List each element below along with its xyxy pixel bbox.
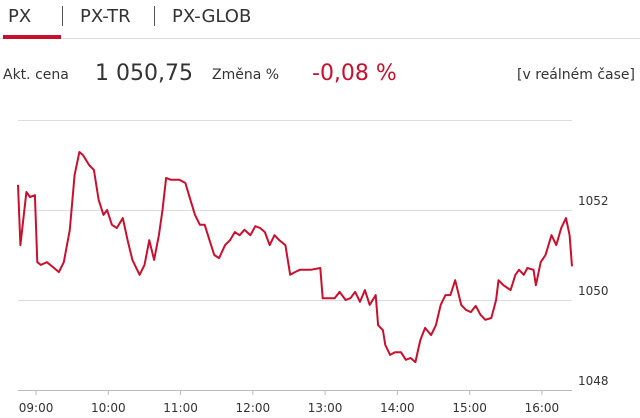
change: -0,08 % [312, 61, 397, 86]
tab[interactable]: PX-GLOB [172, 6, 251, 27]
x-tick-label: 10:00 [91, 401, 126, 415]
price: 1 050,75 [95, 61, 193, 86]
y-tick-label: 1048 [578, 374, 609, 388]
active-tab-underline [3, 35, 61, 39]
price-label: Akt. cena [3, 67, 69, 83]
x-tick-label: 11:00 [163, 401, 198, 415]
x-tick-label: 14:00 [380, 401, 415, 415]
x-tick-label: 09:00 [19, 401, 54, 415]
change-label: Změna % [212, 67, 279, 83]
x-tick-label: 15:00 [452, 401, 487, 415]
y-tick-label: 1052 [578, 194, 609, 208]
x-tick-label: 16:00 [525, 401, 560, 415]
x-tick-label: 13:00 [308, 401, 343, 415]
x-tick-label: 12:00 [236, 401, 271, 415]
realtime-note: [v reálném čase] [517, 67, 635, 83]
tab[interactable]: PX-TR [80, 6, 131, 27]
tab[interactable]: PX [8, 6, 31, 27]
y-tick-label: 1050 [578, 284, 609, 298]
price-line [17, 151, 573, 364]
